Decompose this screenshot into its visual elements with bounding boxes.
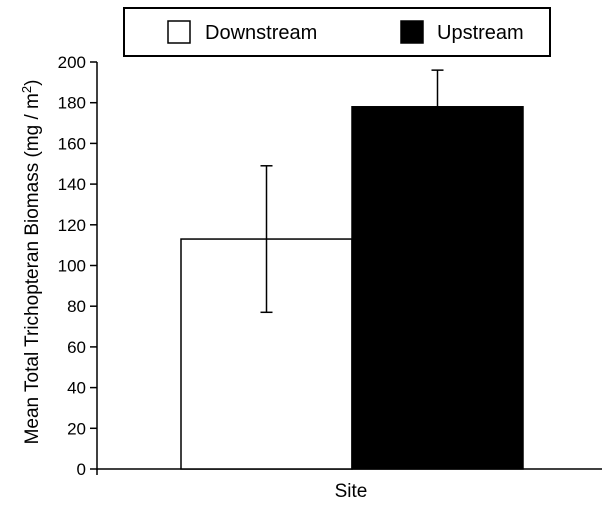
y-tick-label: 140 xyxy=(58,175,86,194)
legend-box xyxy=(123,7,551,57)
y-axis-title-suffix: ) xyxy=(22,80,43,86)
y-tick-label: 0 xyxy=(77,460,86,479)
legend-label-downstream: Downstream xyxy=(205,22,317,44)
bars xyxy=(180,69,524,470)
x-axis-title: Site xyxy=(335,481,368,502)
y-tick-label: 100 xyxy=(58,257,86,276)
y-ticks: 0 20 40 60 80 100 120 140 160 180 200 xyxy=(58,53,97,479)
y-tick-label: 120 xyxy=(58,216,86,235)
y-tick-label: 200 xyxy=(58,53,86,72)
legend-label-upstream: Upstream xyxy=(437,22,524,44)
y-tick-label: 180 xyxy=(58,94,86,113)
legend: Downstream Upstream xyxy=(123,7,551,57)
y-tick-label: 20 xyxy=(67,419,86,438)
bar-upstream xyxy=(351,106,524,470)
y-tick-label: 160 xyxy=(58,134,86,153)
y-axis-title: Mean Total Trichopteran Biomass (mg / m2… xyxy=(19,80,43,445)
error-bar-upstream xyxy=(431,69,444,145)
y-tick-label: 60 xyxy=(67,338,86,357)
y-axis-title-main: Mean Total Trichopteran Biomass (mg / m xyxy=(22,93,43,444)
y-tick-label: 40 xyxy=(67,379,86,398)
legend-swatch-downstream xyxy=(167,20,191,44)
error-bar-downstream xyxy=(260,165,273,314)
y-axis-title-superscript: 2 xyxy=(19,86,34,93)
y-tick-label: 80 xyxy=(67,297,86,316)
legend-swatch-upstream xyxy=(400,20,424,44)
